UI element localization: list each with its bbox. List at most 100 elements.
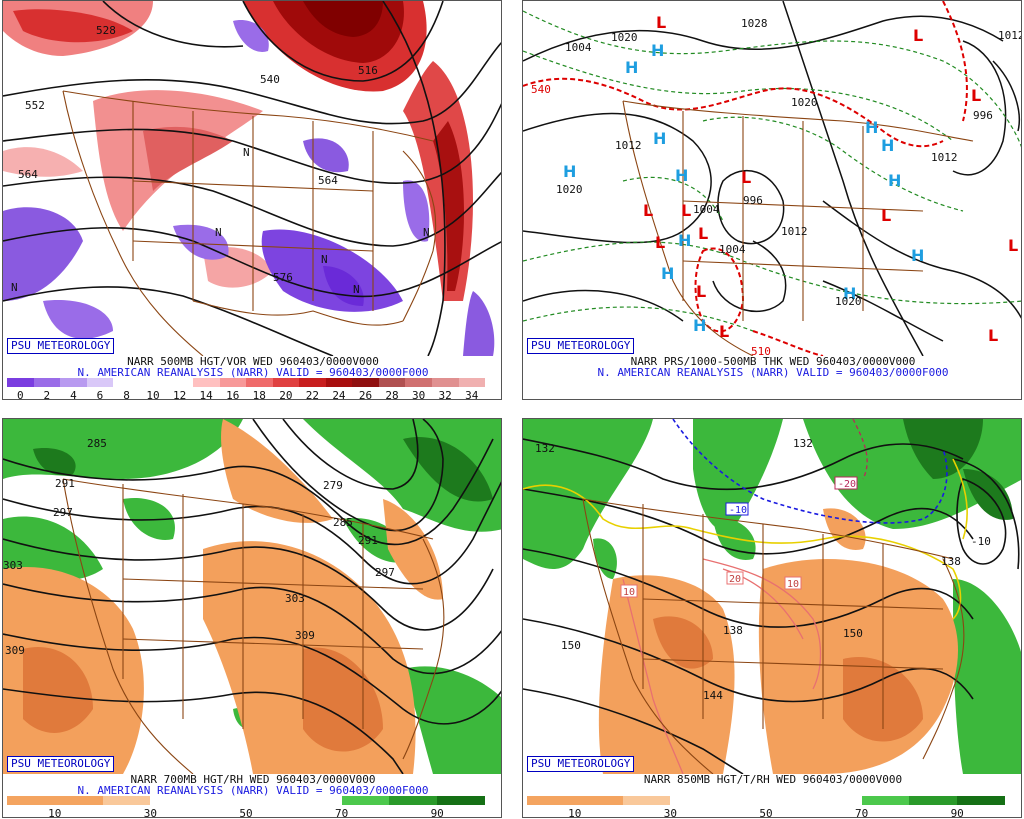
map-700mb: 285 291 297 303 309 279 285 291 297 303 …: [3, 419, 501, 774]
color-scale-swatch: [622, 796, 671, 805]
isotherm-label: 20: [729, 574, 741, 585]
scale-tick-label: 70: [854, 807, 869, 818]
scale-tick-label: 8: [123, 389, 130, 400]
isobar-label: 1028: [741, 17, 768, 30]
contour-label: 291: [55, 477, 75, 490]
panel-title: NARR 500MB HGT/VOR WED 960403/0000V000: [127, 355, 379, 368]
low-pressure-icon: L: [643, 201, 653, 220]
svg-text:N: N: [243, 146, 250, 159]
color-scale-swatch: [352, 378, 379, 387]
color-scale-swatch: [192, 378, 220, 387]
contour-label: 309: [295, 629, 315, 642]
color-scale-swatch: [405, 378, 432, 387]
psu-meteorology-badge: PSU METEOROLOGY: [527, 338, 635, 354]
low-pressure-icon: L: [681, 201, 691, 220]
contour-label: 303: [285, 592, 305, 605]
high-pressure-icon: H: [653, 129, 666, 148]
contour-label: 285: [333, 516, 353, 529]
color-scale-swatch: [437, 796, 485, 805]
scale-tick-label: 16: [226, 389, 240, 400]
scale-tick-label: 10: [146, 389, 160, 400]
color-scale-swatch: [341, 796, 390, 805]
scale-tick-label: 10: [568, 807, 582, 818]
scale-tick-label: 30: [663, 807, 678, 818]
color-scale-swatch: [957, 796, 1005, 805]
isobar-label: 1020: [835, 295, 862, 308]
color-scale-swatch: [765, 796, 814, 805]
contour-label: 150: [561, 639, 581, 652]
scale-tick-label: 18: [252, 389, 266, 400]
map-mslp: H H H H H H H H H H H H H L L L L L L L …: [523, 1, 1022, 356]
isobar-label: 1004: [693, 203, 720, 216]
contour-label: -10: [971, 535, 991, 548]
scale-tick-label: 70: [334, 807, 349, 818]
scale-tick-label: 4: [70, 389, 77, 400]
scale-tick-label: 90: [950, 807, 964, 818]
low-pressure-icon: L: [719, 322, 729, 341]
color-scale-swatch: [299, 378, 326, 387]
map-500mb: 552 564 540 528 516 564 576 N N N N N N: [3, 1, 501, 356]
svg-text:N: N: [353, 283, 360, 296]
psu-meteorology-badge: PSU METEOROLOGY: [7, 756, 115, 772]
panel-subtitle: N. AMERICAN REANALYSIS (NARR) VALID = 96…: [77, 366, 429, 379]
isobar-label: 1004: [719, 243, 746, 256]
high-pressure-icon: H: [881, 136, 894, 155]
psu-meteorology-badge: PSU METEOROLOGY: [527, 756, 635, 772]
isobar-label: 996: [973, 109, 993, 122]
color-scale-swatch: [102, 796, 151, 805]
color-scale-swatch: [432, 378, 459, 387]
scale-tick-label: 2: [43, 389, 51, 400]
scale-tick-label: 30: [143, 807, 158, 818]
low-pressure-icon: L: [988, 326, 998, 345]
scale-tick-label: 50: [239, 807, 253, 818]
contour-label: 309: [5, 644, 25, 657]
high-pressure-icon: H: [888, 171, 901, 190]
color-scale-swatch: [458, 378, 486, 387]
color-scale-swatch: [325, 378, 353, 387]
contour-label: 138: [941, 555, 961, 568]
isotherm-label: 10: [787, 579, 799, 590]
color-scale-swatch: [7, 378, 34, 387]
scale-tick-label: 50: [759, 807, 773, 818]
low-pressure-icon: L: [698, 224, 708, 243]
high-pressure-icon: H: [661, 264, 674, 283]
svg-text:N: N: [321, 253, 328, 266]
panel-850mb-temp-rh: 132 138 144 150 150 138 132 -10 -10 -20 …: [522, 418, 1022, 818]
thickness-label: 540: [531, 83, 551, 96]
contour-label: 516: [358, 64, 378, 77]
scale-tick-label: 6: [96, 389, 104, 400]
low-pressure-icon: L: [696, 282, 706, 301]
isobar-label: 1020: [611, 31, 638, 44]
panel-500mb-vorticity: 552 564 540 528 516 564 576 N N N N N N PSU …: [2, 0, 502, 400]
svg-text:N: N: [423, 226, 430, 239]
color-scale-swatch: [574, 796, 623, 805]
isotherm-label: -20: [838, 479, 856, 490]
isobar-label: 1012: [931, 151, 958, 164]
color-scale-swatch: [813, 796, 862, 805]
color-scale-swatch: [166, 378, 193, 387]
low-pressure-icon: L: [656, 13, 666, 32]
scale-tick-label: 24: [332, 389, 346, 400]
color-scale-bar: [7, 378, 486, 387]
contour-label: 138: [723, 624, 743, 637]
color-scale-swatch: [60, 378, 87, 387]
contour-label: 297: [375, 566, 395, 579]
color-scale-swatch: [378, 378, 406, 387]
contour-label: 564: [318, 174, 338, 187]
panel-700mb-rh: 285 291 297 303 309 279 285 291 297 303 …: [2, 418, 502, 818]
color-scale-ticks: 10 30 50 70 90: [523, 807, 1021, 818]
high-pressure-icon: H: [843, 284, 856, 303]
high-pressure-icon: H: [675, 166, 688, 185]
panel-subtitle: N. AMERICAN REANALYSIS (NARR) VALID = 96…: [597, 366, 949, 379]
color-scale-swatch: [272, 378, 300, 387]
color-scale-swatch: [245, 796, 294, 805]
thickness-label: 510: [751, 345, 771, 356]
color-scale-ticks: 0 2 4 6 8 10 12 14 16 18 20 22 24 26 28 30 32 34: [3, 389, 501, 400]
color-scale-bar: [7, 796, 485, 805]
contour-label: 576: [273, 271, 293, 284]
isobar-label: 1012: [998, 29, 1022, 42]
low-pressure-icon: L: [655, 233, 665, 252]
color-scale-swatch: [293, 796, 342, 805]
color-scale-swatch: [198, 796, 246, 805]
panel-title: NARR 700MB HGT/RH WED 960403/0000V000: [130, 773, 376, 786]
